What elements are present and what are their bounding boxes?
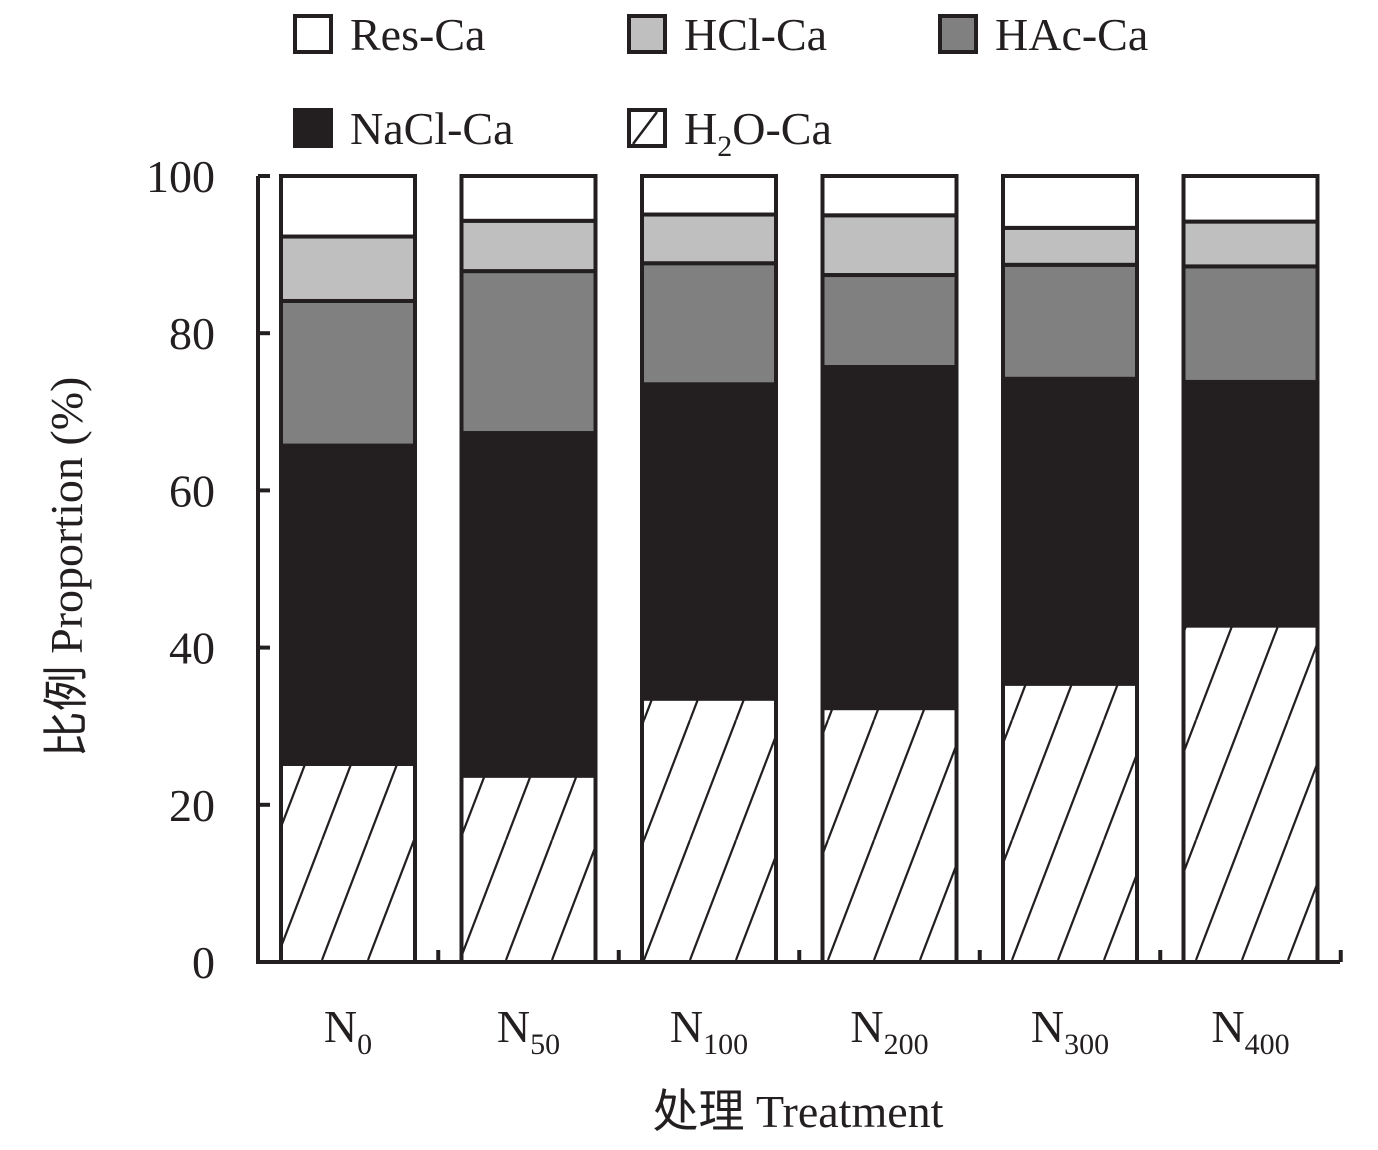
y-axis-title: 比例 Proportion (%) bbox=[41, 377, 92, 758]
bar-n300-nacl-ca bbox=[1001, 376, 1139, 686]
legend-label-hcl-ca: HCl-Ca bbox=[684, 9, 827, 60]
x-tick-label-n0: N0 bbox=[324, 1001, 372, 1061]
legend-swatch-nacl-ca bbox=[293, 108, 333, 148]
bar-n300-hcl-ca bbox=[1001, 225, 1139, 267]
legend-label-hac-ca: HAc-Ca bbox=[995, 9, 1148, 60]
bar-n300-hac-ca bbox=[1001, 262, 1139, 381]
y-tick-label-60: 60 bbox=[169, 465, 215, 516]
legend-swatch-hcl-ca bbox=[627, 14, 667, 54]
x-tick-label-n400: N400 bbox=[1211, 1001, 1289, 1061]
bar-n400-h2o-ca bbox=[1181, 623, 1320, 964]
bar-n100-res-ca bbox=[640, 174, 778, 217]
bar-n100-nacl-ca bbox=[640, 382, 778, 701]
bar-n50-hcl-ca bbox=[459, 218, 598, 274]
bar-n50-hac-ca bbox=[459, 269, 598, 436]
legend-hatch-mark bbox=[632, 111, 658, 145]
bar-n300-h2o-ca bbox=[1001, 681, 1139, 964]
legend-swatch-res-ca bbox=[293, 14, 333, 54]
bar-n0-h2o-ca bbox=[279, 761, 417, 964]
bar-n50-nacl-ca bbox=[459, 431, 598, 778]
bar-n100-h2o-ca bbox=[640, 696, 778, 964]
x-tick-label-n200: N200 bbox=[850, 1001, 928, 1061]
bar-n100-hcl-ca bbox=[640, 212, 778, 266]
bar-n100-hac-ca bbox=[640, 261, 778, 387]
bar-n200-nacl-ca bbox=[820, 364, 959, 711]
legend-label-h2o-ca: H2O-Ca bbox=[684, 103, 832, 163]
bar-n400-hac-ca bbox=[1181, 264, 1320, 384]
bar-n50-res-ca bbox=[459, 174, 598, 223]
x-tick-label-n50: N50 bbox=[497, 1001, 560, 1061]
bar-n0-hac-ca bbox=[279, 298, 417, 448]
bar-n200-hac-ca bbox=[820, 273, 959, 369]
bar-n400-hcl-ca bbox=[1181, 219, 1320, 269]
legend: Res-Ca HCl-Ca HAc-Ca NaCl-Ca H2O-Ca bbox=[293, 9, 1148, 163]
bar-n0-hcl-ca bbox=[279, 234, 417, 303]
x-tick-label-n100: N100 bbox=[670, 1001, 748, 1061]
x-axis-title: 处理 Treatment bbox=[653, 1086, 944, 1137]
bar-n200-res-ca bbox=[820, 174, 959, 218]
x-tick-label-n300: N300 bbox=[1031, 1001, 1109, 1061]
bar-n300-res-ca bbox=[1001, 174, 1139, 230]
y-tick-label-100: 100 bbox=[146, 151, 215, 202]
legend-label-nacl-ca: NaCl-Ca bbox=[350, 103, 514, 154]
bar-n400-res-ca bbox=[1181, 174, 1320, 224]
bar-n200-h2o-ca bbox=[820, 706, 959, 965]
bar-n200-hcl-ca bbox=[820, 213, 959, 278]
bar-n0-nacl-ca bbox=[279, 443, 417, 766]
bar-n0-res-ca bbox=[279, 174, 417, 239]
y-tick-label-20: 20 bbox=[169, 780, 215, 831]
bars: N0 N50 N100 N200 N300 N400 bbox=[279, 174, 1320, 1061]
legend-swatch-hac-ca bbox=[938, 14, 978, 54]
y-tick-label-0: 0 bbox=[192, 937, 215, 988]
axes: 0 20 40 60 80 100 bbox=[146, 151, 1343, 988]
y-tick-label-80: 80 bbox=[169, 308, 215, 359]
legend-label-res-ca: Res-Ca bbox=[350, 9, 485, 60]
y-tick-label-40: 40 bbox=[169, 623, 215, 674]
bar-n400-nacl-ca bbox=[1181, 379, 1320, 628]
bar-n50-h2o-ca bbox=[459, 773, 598, 965]
